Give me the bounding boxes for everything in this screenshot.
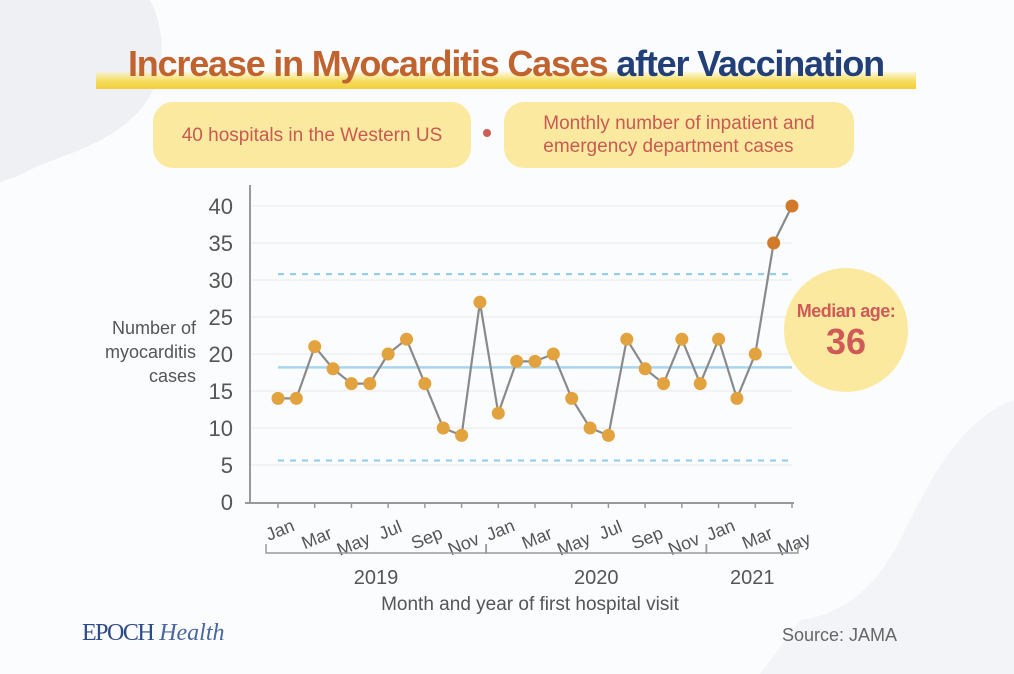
year-label: 2019 bbox=[354, 567, 399, 589]
data-point bbox=[400, 332, 413, 346]
data-point bbox=[271, 391, 285, 405]
info-pill-case-type-line2: emergency department cases bbox=[543, 136, 794, 157]
logo-health: Health bbox=[159, 620, 225, 646]
data-point bbox=[289, 391, 303, 405]
x-tick-label: May bbox=[554, 528, 593, 559]
year-label: 2021 bbox=[730, 567, 775, 589]
y-tick-label: 20 bbox=[209, 342, 233, 367]
data-point bbox=[693, 377, 707, 391]
data-point bbox=[344, 377, 358, 391]
title-part2: after Vaccination bbox=[616, 43, 885, 84]
y-tick-label: 10 bbox=[209, 416, 233, 441]
data-point bbox=[455, 428, 469, 442]
y-axis-label: Number of myocarditis cases bbox=[82, 316, 196, 388]
separator-dot bbox=[483, 129, 491, 137]
median-age-value: 36 bbox=[825, 320, 867, 362]
data-point bbox=[601, 428, 615, 442]
data-point bbox=[528, 354, 542, 368]
median-age-label: Median age: bbox=[796, 300, 896, 321]
highlighted-data-point bbox=[767, 236, 781, 250]
y-tick-label: 15 bbox=[209, 379, 233, 404]
data-point bbox=[583, 421, 597, 435]
x-tick-label: Nov bbox=[665, 529, 702, 560]
y-tick-label: 40 bbox=[209, 194, 233, 219]
y-tick-label: 0 bbox=[221, 490, 233, 515]
year-label: 2020 bbox=[574, 567, 619, 589]
x-tick-label: Jul bbox=[596, 516, 625, 543]
x-tick-label: May bbox=[774, 528, 813, 559]
title-block: Increase in Myocarditis Cases after Vacc… bbox=[96, 38, 916, 90]
x-tick-label: Sep bbox=[629, 523, 666, 554]
x-tick-label: Mar bbox=[739, 523, 775, 553]
x-tick-label: Nov bbox=[445, 529, 482, 560]
x-tick-label: Jan bbox=[263, 515, 297, 544]
series-line bbox=[278, 205, 793, 437]
source-credit: Source: JAMA bbox=[782, 625, 898, 645]
data-point bbox=[712, 332, 726, 346]
data-point bbox=[308, 340, 322, 354]
y-tick-label: 35 bbox=[209, 231, 233, 256]
x-tick-label: Mar bbox=[519, 523, 555, 553]
highlighted-data-point bbox=[785, 199, 799, 213]
data-point bbox=[473, 295, 487, 309]
data-point bbox=[326, 362, 340, 376]
data-point bbox=[363, 377, 377, 391]
info-pill-case-type-line1: Monthly number of inpatient and bbox=[543, 113, 815, 134]
info-pill-hospitals-text: 40 hospitals in the Western US bbox=[181, 124, 443, 146]
x-tick-label: Mar bbox=[299, 523, 335, 553]
y-axis-label-line3: cases bbox=[148, 366, 196, 386]
data-point bbox=[510, 354, 524, 368]
data-point bbox=[620, 332, 634, 346]
median-age-badge: Median age: 36 bbox=[784, 268, 908, 392]
x-axis-title: Month and year of first hospital visit bbox=[381, 594, 679, 615]
data-point bbox=[638, 362, 652, 376]
x-tick-label: Jan bbox=[703, 515, 737, 544]
x-tick-label: May bbox=[334, 528, 373, 559]
data-point bbox=[418, 377, 432, 391]
data-point bbox=[675, 332, 689, 346]
y-tick-label: 30 bbox=[209, 268, 233, 293]
data-point bbox=[381, 347, 395, 361]
x-tick-label: Sep bbox=[408, 523, 445, 554]
data-point bbox=[730, 391, 744, 405]
x-tick-label: Jan bbox=[483, 515, 517, 544]
data-point bbox=[436, 421, 450, 435]
logo-epoch: EPOCH bbox=[82, 620, 155, 646]
data-point bbox=[657, 377, 670, 391]
epoch-health-logo: EPOCH Health bbox=[82, 620, 225, 647]
data-point bbox=[491, 406, 505, 420]
data-point bbox=[565, 391, 579, 405]
x-tick-label: Jul bbox=[376, 516, 405, 543]
y-tick-label: 25 bbox=[209, 305, 233, 330]
y-axis-label-line1: Number of bbox=[111, 318, 196, 338]
data-point bbox=[748, 347, 762, 361]
y-axis-label-line2: myocarditis bbox=[104, 342, 196, 362]
title-highlight-bar bbox=[96, 72, 916, 89]
info-pill-hospitals: 40 hospitals in the Western US bbox=[153, 102, 471, 168]
info-pill-case-type: Monthly number of inpatient and emergenc… bbox=[504, 102, 854, 168]
data-point bbox=[546, 347, 560, 361]
y-tick-label: 5 bbox=[221, 453, 233, 478]
chart-title: Increase in Myocarditis Cases after Vacc… bbox=[96, 38, 916, 90]
year-bracket bbox=[705, 544, 799, 554]
title-part1: Increase in Myocarditis Cases bbox=[128, 43, 609, 84]
